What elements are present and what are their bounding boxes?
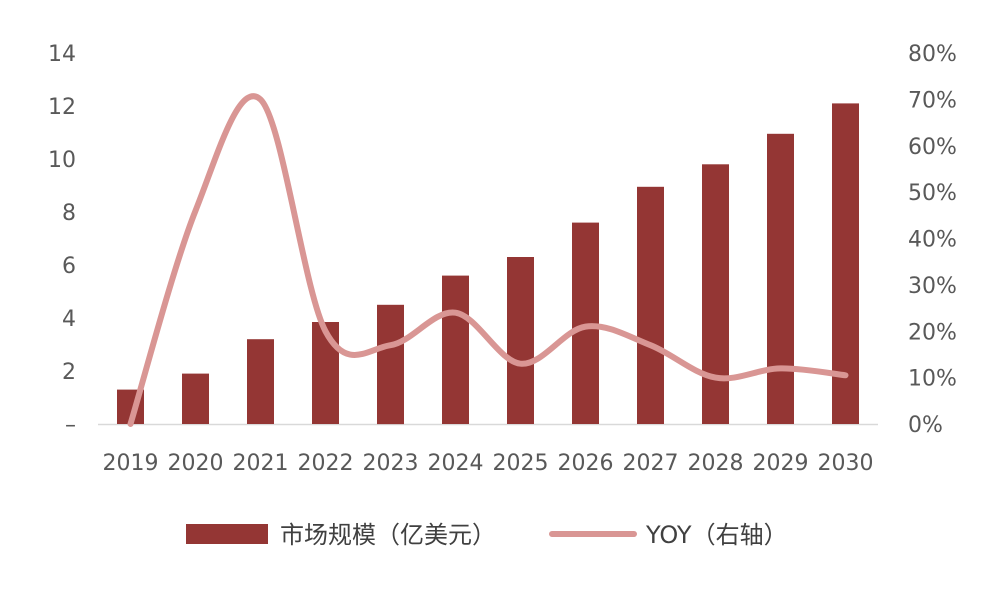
left-tick-label: 14 xyxy=(48,42,76,67)
legend-bar-swatch xyxy=(186,524,268,544)
yoy-line xyxy=(127,93,849,427)
x-tick-label: 2030 xyxy=(818,451,874,476)
x-tick-label: 2024 xyxy=(428,451,484,476)
bar-2021 xyxy=(247,339,274,424)
right-axis-ticks: 0% 10% 20% 30% 40% 50% 60% 70% 80% xyxy=(908,42,957,438)
left-axis-ticks: – 2 4 6 8 10 12 14 xyxy=(48,42,76,438)
bar-2029 xyxy=(767,133,794,425)
bar-2020 xyxy=(182,373,209,424)
left-tick-label: 6 xyxy=(62,254,76,279)
legend: 市场规模（亿美元） YOY（右轴） xyxy=(186,521,788,549)
bar-2024 xyxy=(442,275,469,424)
right-tick-label: 80% xyxy=(908,42,957,67)
bar-2030 xyxy=(832,103,859,425)
x-tick-label: 2028 xyxy=(688,451,744,476)
right-tick-label: 30% xyxy=(908,274,957,299)
bar-2022 xyxy=(312,322,339,424)
right-tick-label: 40% xyxy=(908,228,957,253)
left-tick-label: 10 xyxy=(48,148,76,173)
right-tick-label: 10% xyxy=(908,367,957,392)
left-tick-label: 4 xyxy=(62,307,76,332)
legend-line-label: YOY（右轴） xyxy=(645,521,788,549)
left-tick-label: 2 xyxy=(62,360,76,385)
right-tick-label: 70% xyxy=(908,88,957,113)
x-tick-label: 2021 xyxy=(233,451,289,476)
x-tick-label: 2029 xyxy=(753,451,809,476)
legend-bar-label: 市场规模（亿美元） xyxy=(280,521,496,549)
x-tick-label: 2025 xyxy=(493,451,549,476)
bar-2023 xyxy=(377,304,404,425)
x-tick-label: 2026 xyxy=(558,451,614,476)
bar-2027 xyxy=(637,186,664,424)
x-tick-label: 2019 xyxy=(103,451,159,476)
right-tick-label: 60% xyxy=(908,135,957,160)
x-tick-label: 2023 xyxy=(363,451,419,476)
left-tick-label: 12 xyxy=(48,95,76,120)
bar-2028 xyxy=(702,164,729,425)
x-tick-label: 2027 xyxy=(623,451,679,476)
right-tick-label: 50% xyxy=(908,181,957,206)
x-tick-label: 2022 xyxy=(298,451,354,476)
x-tick-label: 2020 xyxy=(168,451,224,476)
right-tick-label: 0% xyxy=(908,413,943,438)
right-tick-label: 20% xyxy=(908,320,957,345)
x-axis-ticks: 2019 2020 2021 2022 2023 2024 2025 2026 2027 2028… xyxy=(103,451,874,476)
bar-2025 xyxy=(507,257,534,424)
left-tick-label: – xyxy=(65,413,76,438)
left-tick-label: 8 xyxy=(62,201,76,226)
